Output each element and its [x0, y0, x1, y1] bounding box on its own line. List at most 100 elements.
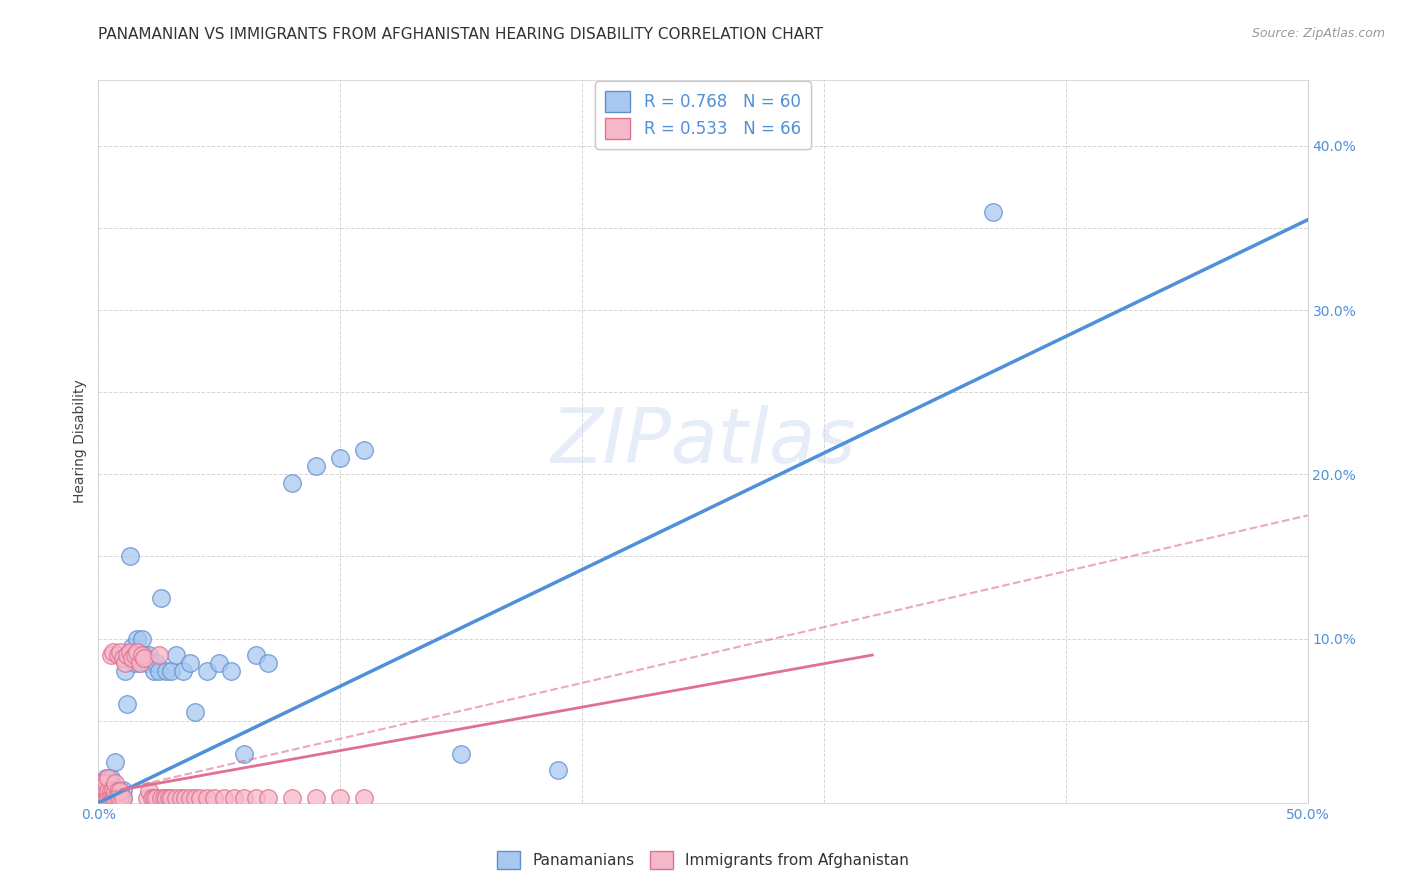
- Point: [232, 747, 254, 761]
- Point: [90, 788, 112, 802]
- Point: [450, 747, 472, 761]
- Point: [256, 657, 278, 671]
- Point: [107, 648, 129, 662]
- Point: [329, 450, 352, 465]
- Point: [179, 790, 201, 805]
- Point: [245, 648, 267, 662]
- Point: [100, 784, 122, 798]
- Point: [353, 442, 375, 457]
- Point: [94, 784, 117, 798]
- Point: [104, 790, 127, 805]
- Point: [111, 782, 134, 797]
- Point: [94, 790, 117, 805]
- Point: [981, 204, 1004, 219]
- Point: [104, 784, 127, 798]
- Y-axis label: Hearing Disability: Hearing Disability: [73, 380, 87, 503]
- Point: [91, 790, 114, 805]
- Point: [150, 790, 173, 805]
- Point: [100, 790, 122, 805]
- Text: PANAMANIAN VS IMMIGRANTS FROM AFGHANISTAN HEARING DISABILITY CORRELATION CHART: PANAMANIAN VS IMMIGRANTS FROM AFGHANISTA…: [98, 27, 824, 42]
- Point: [101, 790, 124, 805]
- Point: [169, 790, 191, 805]
- Point: [172, 665, 194, 679]
- Point: [97, 771, 120, 785]
- Point: [134, 648, 156, 662]
- Point: [134, 651, 156, 665]
- Point: [91, 788, 114, 802]
- Point: [121, 651, 143, 665]
- Point: [94, 784, 117, 798]
- Point: [145, 657, 167, 671]
- Point: [135, 657, 157, 671]
- Point: [107, 784, 129, 798]
- Point: [124, 657, 146, 671]
- Point: [101, 784, 124, 798]
- Point: [114, 657, 136, 671]
- Point: [111, 790, 134, 805]
- Point: [208, 657, 231, 671]
- Point: [281, 790, 304, 805]
- Point: [143, 665, 166, 679]
- Legend: R = 0.768   N = 60, R = 0.533   N = 66: R = 0.768 N = 60, R = 0.533 N = 66: [595, 81, 811, 149]
- Point: [111, 651, 134, 665]
- Point: [108, 790, 131, 805]
- Point: [138, 784, 160, 798]
- Point: [101, 782, 124, 797]
- Point: [107, 790, 129, 805]
- Point: [97, 776, 120, 790]
- Point: [97, 790, 120, 805]
- Text: ZIPatlas: ZIPatlas: [550, 405, 856, 478]
- Point: [329, 790, 352, 805]
- Point: [108, 782, 131, 797]
- Point: [157, 790, 180, 805]
- Point: [155, 665, 177, 679]
- Point: [127, 645, 149, 659]
- Point: [128, 657, 150, 671]
- Point: [221, 665, 243, 679]
- Point: [127, 632, 149, 646]
- Point: [195, 665, 218, 679]
- Point: [281, 475, 304, 490]
- Point: [101, 780, 124, 794]
- Point: [104, 784, 127, 798]
- Point: [90, 790, 112, 805]
- Point: [90, 776, 112, 790]
- Point: [204, 790, 226, 805]
- Point: [101, 645, 124, 659]
- Point: [111, 790, 134, 805]
- Point: [97, 790, 120, 805]
- Point: [118, 549, 141, 564]
- Point: [131, 632, 153, 646]
- Point: [97, 784, 120, 798]
- Point: [107, 782, 129, 797]
- Point: [94, 790, 117, 805]
- Point: [91, 784, 114, 798]
- Point: [108, 784, 131, 798]
- Point: [547, 763, 569, 777]
- Point: [222, 790, 245, 805]
- Point: [100, 648, 122, 662]
- Point: [124, 648, 146, 662]
- Point: [165, 790, 187, 805]
- Point: [165, 648, 187, 662]
- Point: [101, 790, 124, 805]
- Point: [94, 771, 117, 785]
- Point: [160, 665, 183, 679]
- Point: [131, 648, 153, 662]
- Point: [305, 790, 328, 805]
- Point: [91, 776, 114, 790]
- Point: [195, 790, 218, 805]
- Legend: Panamanians, Immigrants from Afghanistan: Panamanians, Immigrants from Afghanistan: [491, 845, 915, 875]
- Point: [150, 591, 173, 605]
- Point: [135, 790, 157, 805]
- Point: [128, 657, 150, 671]
- Point: [97, 784, 120, 798]
- Point: [90, 784, 112, 798]
- Point: [188, 790, 211, 805]
- Point: [104, 790, 127, 805]
- Point: [91, 782, 114, 797]
- Point: [184, 706, 207, 720]
- Point: [121, 640, 143, 654]
- Point: [145, 790, 167, 805]
- Point: [100, 771, 122, 785]
